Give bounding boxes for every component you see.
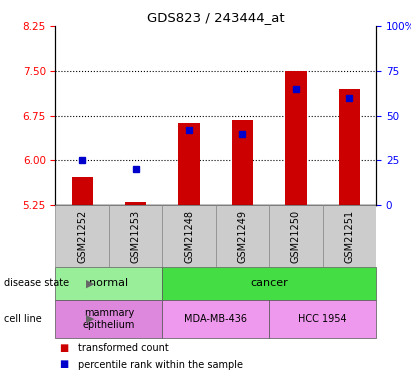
Bar (216, 205, 269, 267)
Text: ■: ■ (60, 343, 69, 353)
Bar (162, 205, 216, 267)
Bar (109, 205, 162, 267)
Bar (232, 120, 253, 205)
Text: GSM21250: GSM21250 (291, 210, 301, 262)
Bar (339, 89, 360, 205)
Text: mammary
epithelium: mammary epithelium (83, 308, 135, 330)
Title: GDS823 / 243444_at: GDS823 / 243444_at (147, 11, 284, 24)
Bar (323, 205, 376, 267)
Text: GSM21251: GSM21251 (344, 210, 354, 262)
Bar (55, 205, 109, 267)
Text: GSM21248: GSM21248 (184, 210, 194, 262)
Text: cell line: cell line (4, 314, 42, 324)
Text: disease state: disease state (4, 279, 69, 288)
Text: GSM21253: GSM21253 (131, 210, 141, 262)
Bar (285, 71, 307, 205)
Text: ■: ■ (60, 360, 69, 369)
Text: GSM21249: GSM21249 (238, 210, 247, 262)
Text: transformed count: transformed count (78, 343, 169, 353)
Bar (178, 123, 200, 205)
Text: GSM21252: GSM21252 (77, 209, 87, 262)
Text: ▶: ▶ (86, 279, 95, 288)
Bar (125, 202, 146, 205)
Text: MDA-MB-436: MDA-MB-436 (184, 314, 247, 324)
Text: ▶: ▶ (86, 314, 95, 324)
Text: HCC 1954: HCC 1954 (298, 314, 347, 324)
Text: cancer: cancer (250, 279, 288, 288)
Text: normal: normal (89, 279, 129, 288)
Bar (269, 205, 323, 267)
Text: percentile rank within the sample: percentile rank within the sample (78, 360, 243, 369)
Bar (72, 177, 93, 205)
